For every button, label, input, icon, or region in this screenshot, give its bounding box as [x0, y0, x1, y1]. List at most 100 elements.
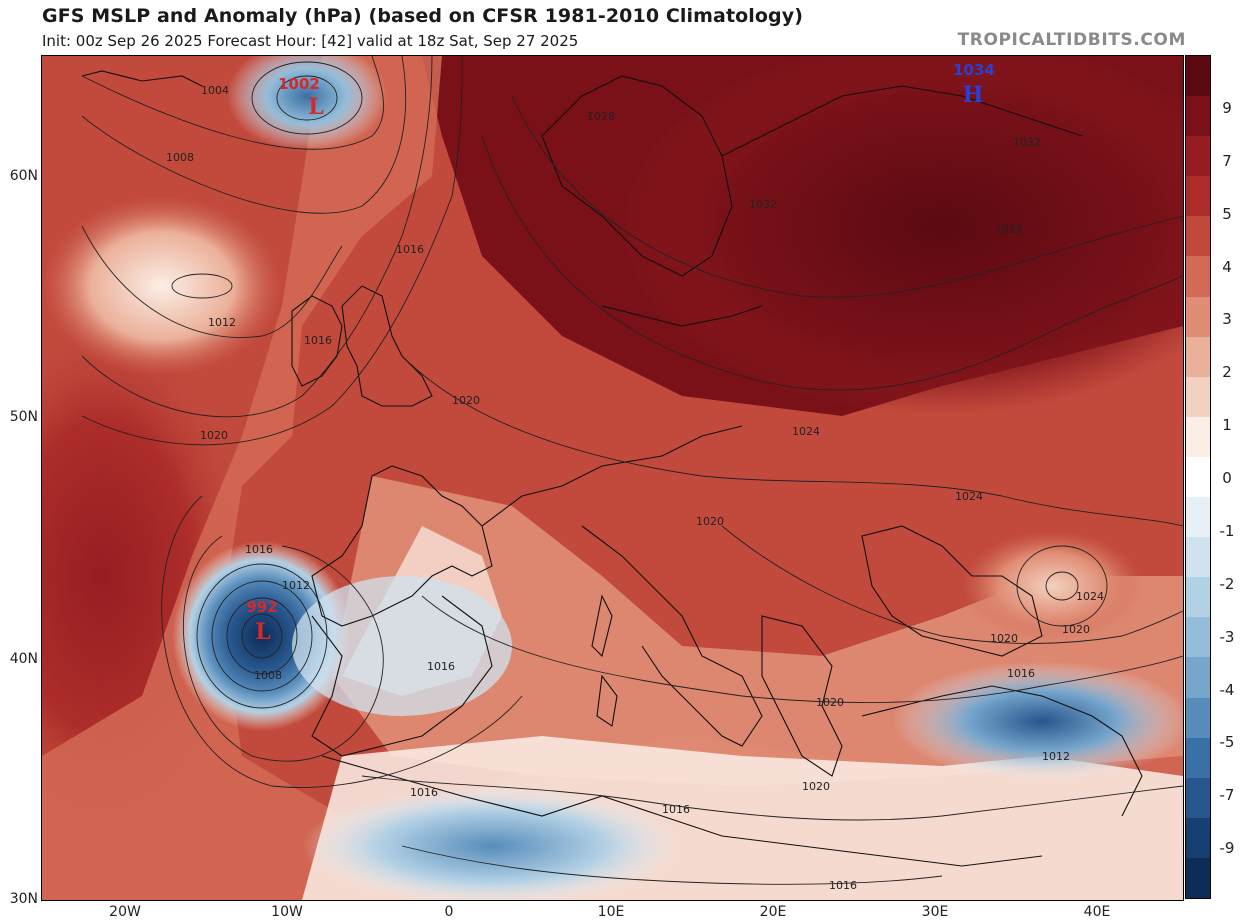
isobar-label: 1024 — [1076, 590, 1104, 603]
longitude-label: 0 — [444, 904, 454, 920]
low-marker: L — [255, 619, 270, 645]
site-brand: TROPICALTIDBITS.COM — [957, 30, 1186, 50]
colorbar-segment — [1186, 96, 1210, 137]
colorbar-segment — [1186, 176, 1210, 217]
colorbar-segment — [1186, 777, 1210, 818]
colorbar-segment — [1186, 56, 1210, 97]
anomaly-caspian-pale — [962, 531, 1142, 641]
colorbar-label: 2 — [1222, 363, 1232, 381]
anomaly-sahara-blue — [302, 786, 682, 900]
isobar-label: 1016 — [245, 543, 273, 556]
low-marker: L — [308, 94, 323, 120]
isobar-label: 1020 — [452, 394, 480, 407]
isobar-label: 1020 — [200, 429, 228, 442]
isobar-label: 1016 — [396, 243, 424, 256]
pressure-center-iceland: 1002 L — [278, 75, 324, 120]
colorbar-segment — [1186, 456, 1210, 498]
isobar-label: 1008 — [254, 669, 282, 682]
colorbar-label: -9 — [1219, 839, 1235, 857]
pressure-center-russia: 1034 H — [953, 61, 995, 108]
colorbar-segment — [1186, 857, 1210, 898]
isobar-label: 1016 — [1007, 667, 1035, 680]
colorbar-segment — [1186, 697, 1210, 738]
pressure-center-iberia: 992 L — [246, 598, 277, 645]
longitude-label: 20E — [759, 904, 787, 920]
isobar-label: 1032 — [749, 198, 777, 211]
isobar-label: 1012 — [282, 579, 310, 592]
isobar-label: 1016 — [662, 803, 690, 816]
isobar-label: 1020 — [990, 632, 1018, 645]
colorbar-segment — [1186, 497, 1210, 538]
colorbar-label: 0 — [1222, 469, 1232, 487]
isobar-label: 1012 — [1042, 750, 1070, 763]
latitude-label: 60N — [9, 168, 38, 184]
forecast-init-valid-text: Init: 00z Sep 26 2025 Forecast Hour: [42… — [42, 32, 579, 50]
anomaly-moderate-band — [42, 56, 1183, 900]
map-title: GFS MSLP and Anomaly (hPa) (based on CFS… — [42, 5, 804, 27]
latitude-label: 50N — [9, 409, 38, 425]
isobar-label: 1020 — [696, 515, 724, 528]
isobar-label: 1012 — [208, 316, 236, 329]
anomaly-colorbar — [1185, 55, 1211, 899]
colorbar-label: -5 — [1219, 733, 1235, 751]
longitude-label: 40E — [1083, 904, 1111, 920]
colorbar-segment — [1186, 737, 1210, 778]
colorbar-segment — [1186, 336, 1210, 377]
colorbar-label: -3 — [1219, 628, 1235, 646]
longitude-label: 10W — [271, 904, 303, 920]
colorbar-segment — [1186, 296, 1210, 337]
isobar-label: 1024 — [792, 425, 820, 438]
anomaly-iberian-low — [172, 541, 352, 731]
isobar-label: 1016 — [410, 786, 438, 799]
colorbar-segment — [1186, 817, 1210, 858]
latitude-label: 30N — [9, 891, 38, 907]
anomaly-iceland-low — [227, 56, 387, 151]
latitude-label: 40N — [9, 651, 38, 667]
high-marker: H — [963, 82, 984, 108]
anomaly-north-atlantic-pale — [42, 196, 282, 376]
isobar-labels: 1004 1008 1012 1016 1016 1020 1016 1012 … — [166, 84, 1104, 892]
colorbar-label: 9 — [1222, 99, 1232, 117]
isobar-label: 1032 — [1013, 136, 1041, 149]
colorbar-label: 5 — [1222, 205, 1232, 223]
anomaly-iberia-blue — [292, 576, 512, 716]
pressure-center-value: 992 — [246, 598, 277, 616]
isobar-label: 1016 — [427, 660, 455, 673]
weather-map: 1004 1008 1012 1016 1016 1020 1016 1012 … — [41, 55, 1184, 901]
colorbar-label: -7 — [1219, 786, 1235, 804]
colorbar-segment — [1186, 577, 1210, 618]
colorbar-segment — [1186, 376, 1210, 417]
isobar-label: 1016 — [829, 879, 857, 892]
colorbar-label: 1 — [1222, 416, 1232, 434]
colorbar-label: -2 — [1219, 575, 1235, 593]
pressure-center-value: 1002 — [278, 75, 320, 93]
isobar-label: 1016 — [304, 334, 332, 347]
isobars — [81, 56, 1183, 885]
isobar-label: 1004 — [201, 84, 229, 97]
isobar-label: 1008 — [166, 151, 194, 164]
colorbar-label: 7 — [1222, 152, 1232, 170]
pressure-center-value: 1034 — [953, 61, 995, 79]
isobar-label: 1024 — [955, 490, 983, 503]
colorbar-label: -1 — [1219, 522, 1235, 540]
colorbar-segment — [1186, 537, 1210, 578]
colorbar-label: -4 — [1219, 681, 1235, 699]
longitude-label: 30E — [921, 904, 949, 920]
colorbar-segment — [1186, 416, 1210, 457]
colorbar-label: 3 — [1222, 310, 1232, 328]
colorbar-segment — [1186, 657, 1210, 698]
colorbar-segment — [1186, 256, 1210, 297]
coastlines — [81, 70, 1143, 867]
isobar-label: 1020 — [816, 696, 844, 709]
longitude-label: 20W — [109, 904, 141, 920]
isobar-label: 1020 — [1062, 623, 1090, 636]
colorbar-segment — [1186, 216, 1210, 257]
longitude-label: 10E — [597, 904, 625, 920]
colorbar-segment — [1186, 617, 1210, 658]
colorbar-segment — [1186, 136, 1210, 177]
colorbar-label: 4 — [1222, 258, 1232, 276]
anomaly-scandinavia-max — [622, 56, 1183, 416]
isobar-label: 1028 — [995, 223, 1023, 236]
isobar-label: 1020 — [802, 780, 830, 793]
isobar-label: 1028 — [587, 110, 615, 123]
